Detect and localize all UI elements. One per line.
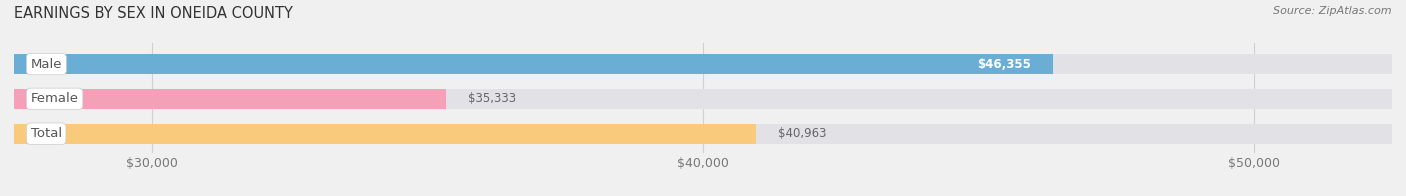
Text: Total: Total — [31, 127, 62, 140]
Bar — [14, 89, 446, 109]
Bar — [14, 124, 756, 144]
Bar — [14, 54, 1053, 74]
Text: $46,355: $46,355 — [977, 58, 1031, 71]
Text: Source: ZipAtlas.com: Source: ZipAtlas.com — [1274, 6, 1392, 16]
Bar — [14, 54, 1392, 74]
Bar — [14, 124, 1392, 144]
Text: $35,333: $35,333 — [468, 92, 516, 105]
Bar — [14, 89, 1392, 109]
Text: EARNINGS BY SEX IN ONEIDA COUNTY: EARNINGS BY SEX IN ONEIDA COUNTY — [14, 6, 292, 21]
Text: Female: Female — [31, 92, 79, 105]
Text: $40,963: $40,963 — [778, 127, 827, 140]
Text: Male: Male — [31, 58, 62, 71]
